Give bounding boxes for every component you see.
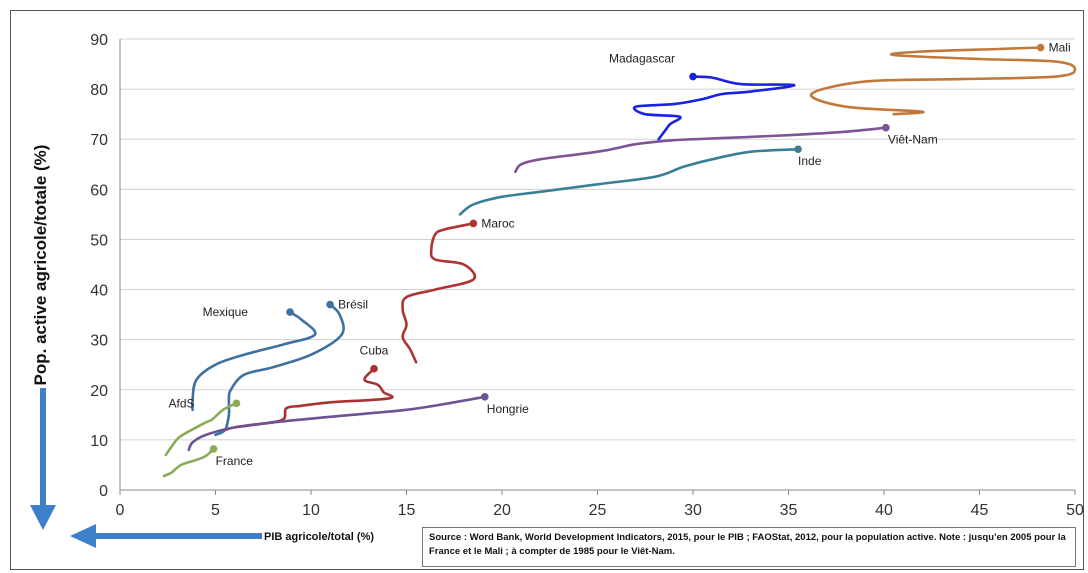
y-tick-label: 80: [90, 82, 108, 99]
series-label-afds: AfdS: [168, 396, 194, 410]
y-tick-label: 30: [90, 333, 108, 350]
x-tick-label: 35: [780, 502, 798, 519]
y-tick-label: 50: [90, 232, 108, 249]
series-labels: Mali Madagascar Viêt-Nam Inde Maroc Brésil Mex…: [168, 41, 1070, 468]
series-line-hongrie: [187, 395, 487, 452]
series-line-france: [162, 447, 215, 478]
y-tick-label: 60: [90, 182, 108, 199]
x-tick-label: 50: [1066, 502, 1084, 519]
series-endpoint-hongrie: [481, 392, 489, 401]
y-tick-label: 70: [90, 132, 108, 149]
x-tick-label: 5: [211, 502, 220, 519]
y-tick-label: 90: [90, 32, 108, 49]
series-endpoint-maroc: [469, 219, 478, 228]
series-endpoint-madagascar: [689, 72, 697, 81]
down-arrow-icon: [30, 388, 56, 530]
series-endpoint-france: [209, 445, 218, 453]
series-label-inde: Inde: [798, 154, 822, 168]
series-line-mali: [809, 46, 1077, 116]
x-tick-label: 25: [589, 502, 607, 519]
x-tick-label: 10: [302, 502, 320, 519]
series-line-inde: [458, 147, 800, 216]
series-label-mexique: Mexique: [203, 305, 249, 319]
axes: 0 10 20 30 40 50 60 70 80 90 0 5 10 15 20 25 30 35 40 45 50: [90, 32, 1084, 519]
y-tick-label: 10: [90, 433, 108, 450]
y-axis-label: Pop. active agricole/totale (%): [31, 145, 50, 386]
series-line-mexique: [190, 310, 317, 412]
series-endpoint-cuba: [370, 364, 378, 373]
left-arrow-icon: [70, 524, 262, 548]
series-line-madagascar: [632, 75, 796, 141]
x-axis-label: PIB agricole/total (%): [264, 531, 374, 543]
source-note: Source : Word Bank, World Development In…: [422, 527, 1076, 567]
series-endpoint-mexique: [286, 308, 294, 316]
series-label-france: France: [216, 454, 254, 468]
y-tick-label: 20: [90, 383, 108, 400]
series-label-cuba: Cuba: [360, 344, 389, 358]
series-label-maroc: Maroc: [481, 216, 514, 230]
series-endpoint-afds: [232, 399, 241, 408]
y-tick-label: 40: [90, 283, 108, 300]
x-tick-label: 0: [116, 502, 125, 519]
series-label-mali: Mali: [1049, 41, 1071, 55]
series-label-br-sil: Brésil: [338, 298, 368, 312]
series-line-maroc: [401, 222, 477, 364]
x-tick-label: 15: [398, 502, 416, 519]
y-tick-label: 0: [99, 483, 108, 500]
series-line-cuba: [223, 367, 394, 432]
series-line-afds: [164, 402, 238, 457]
series-endpoint-mali: [1036, 43, 1045, 52]
x-tick-label: 45: [971, 502, 989, 519]
series-label-vi-t-nam: Viêt-Nam: [888, 133, 938, 147]
series-label-hongrie: Hongrie: [487, 402, 529, 416]
series-label-madagascar: Madagascar: [609, 52, 675, 66]
series-endpoint-vi-t-nam: [882, 123, 890, 132]
series-endpoint-inde: [794, 145, 802, 154]
series-line-br-sil: [214, 303, 345, 437]
series-lines: [162, 43, 1077, 478]
series-endpoint-br-sil: [326, 300, 334, 309]
series-line-vi-t-nam: [514, 126, 888, 174]
x-tick-label: 30: [684, 502, 702, 519]
x-tick-label: 20: [493, 502, 511, 519]
x-tick-label: 40: [875, 502, 893, 519]
